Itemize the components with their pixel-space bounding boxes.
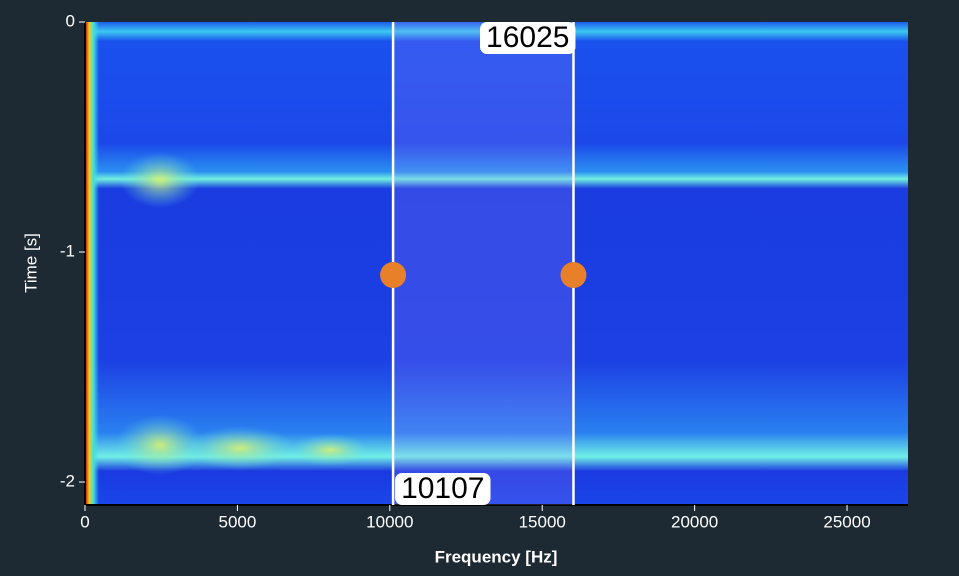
cursor-handle[interactable] [560,262,586,288]
cursor-label-box: 16025 [480,21,575,54]
x-axis-label: Frequency [Hz] [435,547,558,566]
x-tick-label: 15000 [519,512,566,531]
x-tick-label: 0 [80,512,89,531]
cursor-label: 10107 [401,472,484,505]
cursor-label-box: 10107 [395,472,490,505]
y-axis-label: Time [s] [21,233,40,293]
x-tick-label: 20000 [671,512,718,531]
cursor-handle[interactable] [380,262,406,288]
hot-spot [185,426,295,470]
y-tick-label: 0 [66,11,75,30]
spectrogram-view: Frequency [Hz] Time [s] 0 5000 10000 15000 2… [0,0,959,576]
hot-spot [120,152,200,208]
cursor-label: 16025 [486,21,569,54]
x-tick-label: 10000 [366,512,413,531]
x-tick-label: 25000 [823,512,870,531]
x-tick-label: 5000 [218,512,256,531]
y-tick-label: -1 [60,241,75,260]
low-freq-band [85,22,99,505]
cursor-region [393,22,573,505]
y-tick-label: -2 [60,471,75,490]
hot-spot [290,434,370,466]
